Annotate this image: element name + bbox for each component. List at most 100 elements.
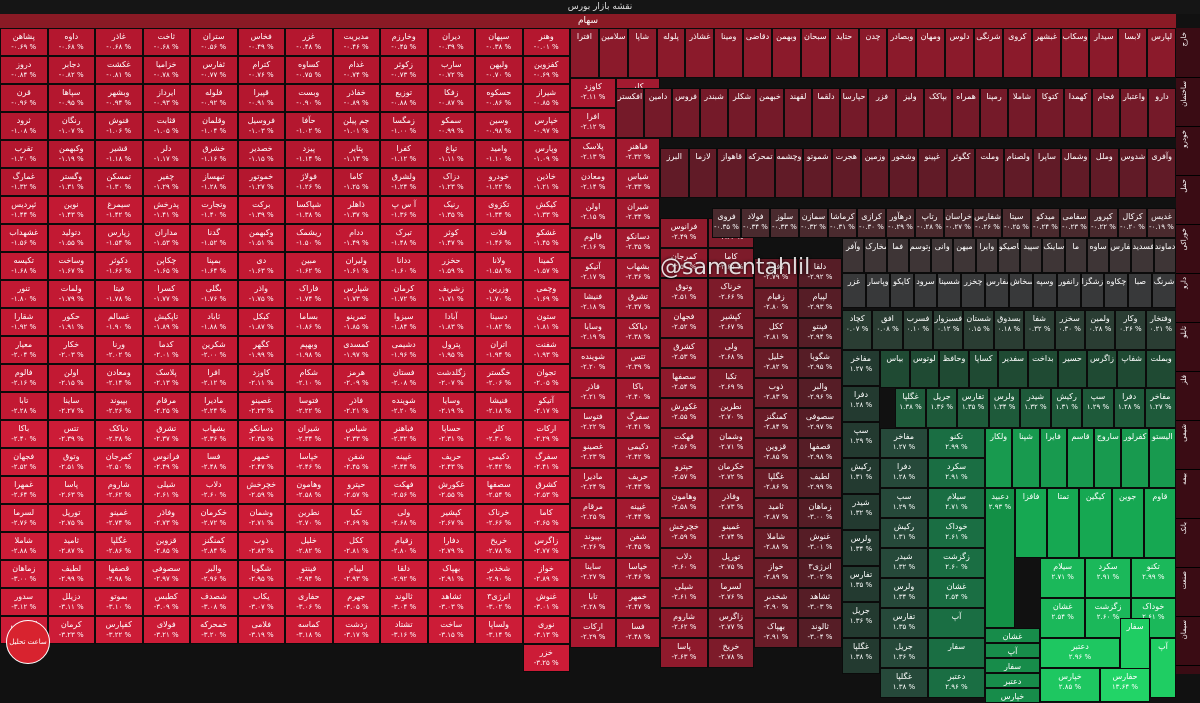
stock-tile[interactable]: دفرا ۱.۲۸ %: [1113, 388, 1145, 428]
stock-tile[interactable]: ککل -۲.۸۱ %: [332, 532, 380, 560]
stock-tile[interactable]: دارو: [1148, 88, 1176, 138]
stock-tile[interactable]: شصدف -۳.۰۸ %: [190, 588, 238, 616]
stock-tile[interactable]: ثرود -۱.۰۸ %: [0, 112, 48, 140]
stock-tile[interactable]: انرژی۳ -۳.۰۲ %: [798, 558, 842, 588]
stock-tile[interactable]: آبادا -۱.۸۳ %: [427, 308, 475, 336]
stock-tile[interactable]: ذوب -۲.۸۳ %: [754, 378, 798, 408]
stock-tile[interactable]: تشرق -۲.۳۷ %: [142, 420, 190, 448]
stock-tile[interactable]: افرا -۲.۱۲ %: [190, 364, 238, 392]
stock-tile[interactable]: تپاغ -۱.۱۱ %: [427, 140, 475, 168]
stock-tile[interactable]: لازما: [688, 148, 718, 198]
stock-tile[interactable]: ایرداز -۰.۹۳ %: [142, 84, 190, 112]
stock-tile[interactable]: وفاذر -۲.۷۳ %: [142, 504, 190, 532]
stock-tile[interactable]: بداخت: [1028, 350, 1058, 388]
stock-tile[interactable]: سمکو -۰.۹۹ %: [427, 112, 475, 140]
stock-tile[interactable]: پاسا -۲.۶۳ %: [660, 638, 708, 668]
stock-tile[interactable]: سخاش: [1009, 273, 1033, 308]
stock-tile[interactable]: سیتا -۰.۲۵ %: [1002, 208, 1031, 238]
stock-tile[interactable]: شقارا -۱.۹۲ %: [0, 308, 48, 336]
stock-tile[interactable]: وشمان -۲.۷۱ %: [237, 504, 285, 532]
stock-tile[interactable]: کهمدا: [1064, 88, 1092, 138]
stock-tile[interactable]: پتایر -۱.۱۳ %: [332, 140, 380, 168]
stock-tile[interactable]: دیاکک -۲.۳۸ %: [616, 318, 660, 348]
stock-tile[interactable]: دتولید -۱.۵۵ %: [47, 224, 95, 252]
stock-tile[interactable]: سصفها -۲.۵۴ %: [660, 368, 708, 398]
stock-tile[interactable]: فاذر -۲.۲۱ %: [332, 392, 380, 420]
stock-tile[interactable]: فباهنر -۲.۳۲ %: [616, 138, 660, 168]
stock-tile[interactable]: فهکت -۲.۵۶ %: [380, 476, 428, 504]
stock-tile[interactable]: وکبهمن -۱.۵۱ %: [237, 224, 285, 252]
stock-tile[interactable]: ساینا -۲.۲۷ %: [570, 558, 616, 588]
stock-tile[interactable]: فتوسا -۲.۲۲ %: [570, 408, 616, 438]
stock-tile[interactable]: وچمی -۱.۶۹ %: [522, 280, 570, 308]
stock-tile[interactable]: مفاخر ۱.۲۷ %: [880, 428, 928, 458]
stock-tile[interactable]: لپارس: [1147, 28, 1176, 78]
stock-tile[interactable]: والبر -۲.۹۶ %: [798, 378, 842, 408]
stock-tile[interactable]: تورپل -۲.۷۵ %: [708, 548, 754, 578]
stock-tile[interactable]: کمنگنز -۲.۸۴ %: [754, 408, 798, 438]
stock-tile[interactable]: خمهر -۲.۴۷ %: [237, 448, 285, 476]
stock-tile[interactable]: کپشیر -۲.۶۷ %: [427, 504, 475, 532]
stock-tile[interactable]: ذاهلر -۱.۳۷ %: [332, 196, 380, 224]
stock-tile[interactable]: فسرب ۰.۱۰ %: [902, 310, 934, 350]
stock-tile[interactable]: سفارس: [985, 273, 1009, 308]
stock-tile[interactable]: ولمات -۱.۷۹ %: [47, 280, 95, 308]
group-label-stocks[interactable]: سهام: [0, 14, 1176, 29]
stock-tile[interactable]: وتوسم: [908, 238, 932, 273]
stock-tile[interactable]: وچشمه: [774, 148, 804, 198]
stock-tile[interactable]: غپینه -۲.۴۴ %: [380, 448, 428, 476]
stock-tile[interactable]: کفرلور: [1121, 428, 1149, 488]
stock-tile[interactable]: وبهپم -۱.۹۸ %: [285, 336, 333, 364]
stock-tile[interactable]: مفاخر ۱.۲۷ %: [842, 350, 880, 386]
stock-tile[interactable]: کاما -۲.۶۵ %: [522, 504, 570, 532]
stock-tile[interactable]: وپاسار: [865, 273, 890, 308]
stock-tile[interactable]: بسدوق ۰.۱۸ %: [993, 310, 1025, 350]
stock-tile[interactable]: فسبزوار ۰.۱۲ %: [933, 310, 964, 350]
stock-tile[interactable]: شاروم -۲.۶۲ %: [95, 476, 143, 504]
sector-tab[interactable]: صنعت: [1176, 567, 1200, 617]
stock-tile[interactable]: وبملت: [1146, 350, 1176, 388]
stock-tile[interactable]: حفارس ۱۳.۶۴ %: [1100, 668, 1150, 702]
stock-tile[interactable]: کتوکا: [1036, 88, 1064, 138]
stock-tile[interactable]: هجرت: [832, 148, 861, 198]
stock-tile[interactable]: تکنو ۲.۹۹ %: [928, 428, 985, 458]
stock-tile[interactable]: سفار: [928, 638, 985, 668]
stock-tile[interactable]: بپیوند -۲.۲۶ %: [570, 528, 616, 558]
stock-tile[interactable]: شدوس: [1118, 148, 1148, 198]
stock-tile[interactable]: دسانکو -۲.۳۵ %: [616, 228, 660, 258]
stock-tile[interactable]: آپ: [928, 608, 985, 638]
stock-tile[interactable]: زکوثر -۰.۷۳ %: [380, 56, 428, 84]
stock-tile[interactable]: ولانا -۱.۵۸ %: [475, 252, 523, 280]
sector-tab[interactable]: شیمی: [1176, 420, 1200, 470]
stock-tile[interactable]: سلامین: [598, 28, 628, 78]
stock-tile[interactable]: وآفری: [1147, 148, 1176, 198]
stock-tile[interactable]: شخدبر -۲.۹۰ %: [475, 560, 523, 588]
sector-tab[interactable]: سیمان: [1176, 616, 1200, 666]
stock-tile[interactable]: دفرا ۱.۲۸ %: [880, 458, 928, 488]
stock-tile[interactable]: پیزد -۱.۱۴ %: [285, 140, 333, 168]
stock-tile[interactable]: خریخ -۲.۷۸ %: [475, 532, 523, 560]
stock-tile[interactable]: ولرس ۱.۳۴ %: [842, 530, 880, 566]
stock-tile[interactable]: وبهمن: [772, 28, 801, 78]
stock-tile[interactable]: تکیسه -۱.۶۸ %: [0, 252, 48, 280]
stock-tile[interactable]: کسرا -۱.۷۷ %: [142, 280, 190, 308]
stock-tile[interactable]: میدکو -۰.۲۴ %: [1031, 208, 1060, 238]
stock-tile[interactable]: شفاپ: [1116, 350, 1147, 388]
stock-tile[interactable]: مفاخر ۱.۲۷ %: [1144, 388, 1176, 428]
stock-tile[interactable]: مادیرا -۲.۲۴ %: [570, 468, 616, 498]
stock-tile[interactable]: قثابت -۱.۰۵ %: [142, 112, 190, 140]
stock-tile[interactable]: سپ ۱.۲۹ %: [880, 488, 928, 518]
stock-tile[interactable]: افرا -۲.۱۲ %: [570, 108, 616, 138]
stock-tile[interactable]: فروسیل -۱.۰۳ %: [237, 112, 285, 140]
stock-tile[interactable]: کساپا: [968, 350, 999, 388]
stock-tile[interactable]: تفارس ۱.۳۵ %: [957, 388, 989, 428]
stock-tile[interactable]: کرماشا -۰.۳۱ %: [828, 208, 857, 238]
stock-tile[interactable]: ورنا -۲.۰۲ %: [95, 336, 143, 364]
stock-tile[interactable]: سخزر ۰.۳۰ %: [1054, 310, 1085, 350]
stock-tile[interactable]: سپ ۱.۲۹ %: [842, 422, 880, 458]
stock-tile[interactable]: ولرس ۱.۳۴ %: [880, 578, 928, 608]
stock-tile[interactable]: خکار -۲.۰۳ %: [47, 336, 95, 364]
stock-tile[interactable]: وایرا: [975, 238, 998, 273]
stock-tile[interactable]: وخارزم -۰.۴۵ %: [380, 28, 428, 56]
